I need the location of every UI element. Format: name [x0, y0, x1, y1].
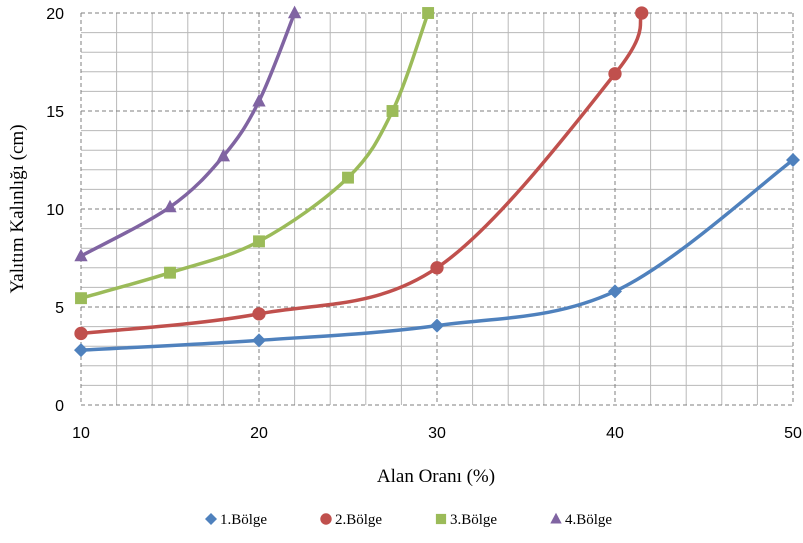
data-point [287, 5, 302, 19]
legend-marker [320, 513, 332, 525]
legend-marker [205, 513, 217, 525]
data-point [786, 153, 800, 167]
y-tick-label: 20 [46, 6, 64, 23]
y-tick-label: 10 [46, 202, 64, 219]
series-1 [74, 153, 800, 358]
legend-label: 2.Bölge [335, 512, 382, 528]
y-tick-label: 15 [46, 104, 64, 121]
y-tick-label: 0 [55, 398, 64, 415]
legend: 1.Bölge 2.Bölge 3.Bölge 4.Bölge [205, 512, 612, 528]
data-point [635, 6, 649, 20]
data-point [75, 292, 87, 305]
data-point [163, 199, 177, 213]
data-point [216, 148, 231, 162]
grid [80, 12, 794, 406]
data-point [608, 67, 622, 81]
y-axis-title: Yalıtım Kalınlığı (cm) [7, 124, 28, 293]
data-point [252, 333, 266, 348]
series-line [79, 11, 430, 300]
data-point [74, 248, 88, 262]
data-point [164, 266, 176, 279]
legend-label: 3.Bölge [450, 512, 497, 528]
legend-marker [435, 513, 447, 525]
series-4 [74, 5, 302, 262]
series-3 [75, 7, 435, 305]
y-tick-label: 5 [55, 300, 64, 317]
x-tick-label: 20 [250, 425, 268, 442]
x-tick-label: 50 [784, 425, 802, 442]
data-point [74, 343, 88, 358]
data-point [74, 326, 88, 341]
tick-labels: 10 20 30 40 50 0 5 10 15 20 [46, 6, 802, 442]
data-point [430, 261, 444, 275]
series-2 [74, 6, 649, 341]
legend-item: 3.Bölge [435, 512, 497, 528]
x-tick-label: 40 [606, 425, 624, 442]
data-point [252, 307, 266, 321]
series-layer [74, 5, 800, 358]
data-point [422, 7, 435, 19]
data-point [342, 171, 354, 184]
x-tick-label: 30 [428, 425, 446, 442]
data-point [430, 318, 444, 333]
x-tick-label: 10 [72, 425, 90, 442]
legend-label: 1.Bölge [220, 512, 267, 528]
legend-item: 1.Bölge [205, 512, 267, 528]
data-point [253, 235, 265, 248]
x-axis-title: Alan Oranı (%) [377, 466, 495, 487]
data-point [386, 105, 399, 117]
series-line [79, 11, 644, 336]
data-point [252, 93, 266, 107]
legend-item: 4.Bölge [550, 512, 612, 528]
legend-label: 4.Bölge [565, 512, 612, 528]
data-point [608, 284, 622, 299]
legend-marker [550, 512, 562, 524]
legend-item: 2.Bölge [320, 512, 382, 528]
